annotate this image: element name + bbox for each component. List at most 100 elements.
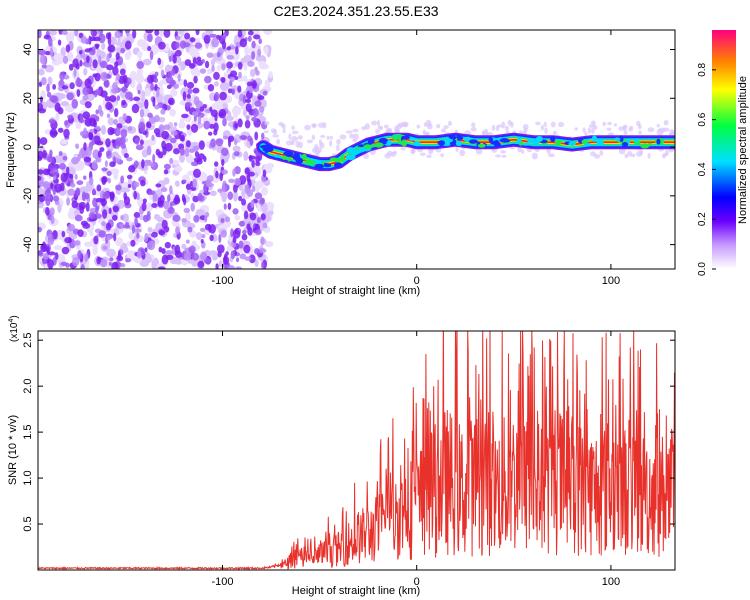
noise-speckle [116,73,121,81]
noise-speckle [191,252,199,261]
track-halo [401,121,408,128]
noise-speckle [244,167,250,175]
signal-blob [555,139,562,147]
noise-speckle [196,59,204,66]
noise-speckle [97,150,102,158]
noise-speckle [123,192,128,200]
track-halo [339,134,347,140]
noise-speckle [184,32,191,40]
colorbar: 0.0 0.2 0.4 0.6 0.8 Normalized spectral ampl… [697,30,749,276]
snr-xtick-label: -100 [211,576,233,588]
noise-speckle [111,139,116,144]
noise-speckle [70,182,76,188]
noise-speckle [190,202,196,212]
noise-speckle [46,91,52,98]
noise-speckle [98,230,106,238]
noise-speckle [46,245,50,256]
noise-speckle [223,253,227,263]
noise-speckle [73,240,81,246]
noise-speckle [85,202,90,212]
noise-speckle [214,91,220,102]
snr-multiplier-exp: 4 [8,319,15,323]
track-halo [345,130,353,134]
noise-speckle [234,139,238,146]
noise-speckle [120,263,126,268]
noise-speckle [254,192,263,200]
noise-speckle [77,250,82,260]
noise-speckle [106,74,112,79]
noise-speckle [198,140,205,150]
noise-speckle [160,69,165,77]
noise-speckle [244,98,252,103]
track-halo [497,124,503,128]
noise-speckle [233,75,239,80]
track-halo [370,120,378,126]
signal-blob [301,153,307,161]
track-halo [637,123,642,130]
noise-speckle [89,49,96,56]
noise-speckle [183,79,188,87]
noise-speckle [57,39,62,46]
noise-speckle [163,30,171,38]
noise-speckle [94,43,100,48]
noise-speckle [252,185,256,193]
noise-speckle [105,150,111,157]
noise-speckle [231,106,242,116]
track-halo [264,120,270,126]
noise-speckle [260,213,266,221]
noise-speckle [39,137,48,146]
noise-speckle [193,114,197,122]
noise-speckle [187,226,193,233]
track-halo [590,151,596,157]
signal-blob [455,140,463,147]
noise-speckle [60,46,66,57]
noise-speckle [256,217,261,224]
noise-speckle [227,135,235,143]
noise-speckle [120,175,125,184]
signal-blob [568,141,576,146]
noise-speckle [203,184,208,193]
noise-speckle [123,224,131,229]
noise-speckle [152,153,156,163]
noise-speckle [152,193,158,202]
track-halo [635,151,643,157]
noise-speckle [154,114,160,123]
noise-speckle [139,139,144,146]
noise-speckle [259,63,269,70]
noise-speckle [147,33,153,43]
noise-speckle [244,119,251,129]
track-halo [419,152,426,157]
spectrogram-xtick-label: 0 [414,275,420,287]
track-halo [297,135,303,140]
noise-speckle [120,142,127,149]
track-halo [523,127,528,134]
noise-speckle [173,196,181,205]
noise-speckle [211,64,215,72]
noise-speckle [235,257,240,263]
noise-speckle [99,60,108,69]
noise-speckle [247,60,255,68]
noise-speckle [208,223,212,233]
track-halo [272,134,280,138]
noise-speckle [242,229,247,235]
track-halo [531,152,538,160]
signal-blob [449,135,455,140]
noise-speckle [265,201,275,212]
noise-speckle [146,145,152,156]
noise-speckle [182,91,187,101]
noise-speckle [201,234,206,239]
noise-speckle [226,46,232,51]
noise-speckle [160,108,166,115]
signal-blob [264,146,274,153]
noise-speckle [220,218,225,224]
noise-speckle [144,232,149,243]
noise-speckle [79,113,84,124]
noise-speckle [255,70,260,76]
noise-speckle [216,244,225,254]
noise-speckle [57,203,62,213]
noise-speckle [42,259,47,265]
noise-speckle [120,187,131,193]
noise-speckle [147,45,152,52]
noise-speckle [101,175,108,184]
noise-speckle [241,233,248,241]
